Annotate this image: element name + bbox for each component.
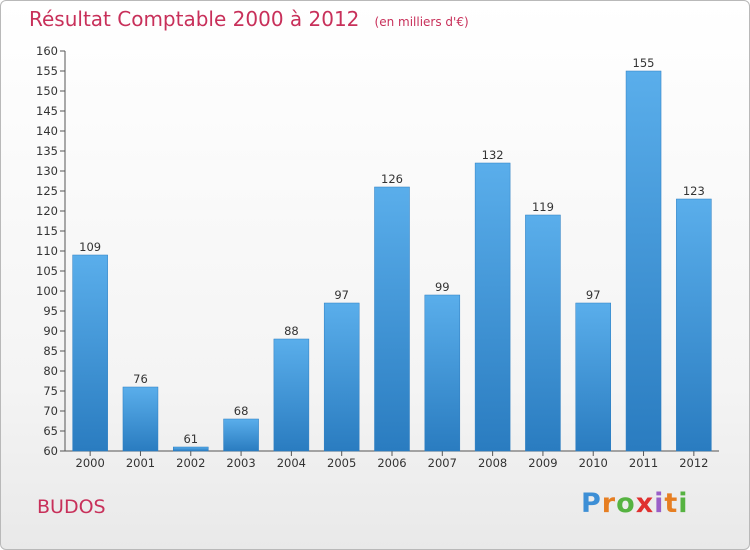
x-tick-label: 2011 <box>629 456 658 470</box>
x-tick-label: 2008 <box>478 456 507 470</box>
bar-2005 <box>323 302 360 452</box>
bar-value-label: 76 <box>133 372 148 386</box>
bar-2006 <box>374 186 410 452</box>
y-tick-label: 115 <box>36 224 58 238</box>
y-tick-label: 85 <box>43 344 58 358</box>
x-tick-label: 2006 <box>377 456 406 470</box>
bar-2000 <box>72 254 108 452</box>
bar-value-label: 68 <box>234 404 249 418</box>
y-tick-label: 75 <box>43 384 58 398</box>
y-tick-label: 125 <box>36 184 58 198</box>
bar-value-label: 155 <box>633 56 655 70</box>
bar-value-label: 61 <box>183 432 198 446</box>
x-tick-label: 2001 <box>126 456 155 470</box>
bar-value-label: 132 <box>482 148 504 162</box>
y-tick-label: 100 <box>36 284 58 298</box>
bar-value-label: 88 <box>284 324 299 338</box>
y-tick-label: 65 <box>43 424 58 438</box>
bar-2010 <box>575 302 611 452</box>
y-tick-label: 120 <box>36 204 58 218</box>
x-tick-label: 2010 <box>579 456 608 470</box>
x-tick-label: 2002 <box>176 456 205 470</box>
bar-value-label: 119 <box>532 200 554 214</box>
y-tick-label: 135 <box>36 144 58 158</box>
bar-2002 <box>173 446 209 452</box>
y-axis: 60 65 70 75 80 85 90 95 100 105 110 115 120 125 130 135… <box>36 44 66 458</box>
bar-2003 <box>223 418 259 452</box>
chart-subtitle: (en milliers d'€) <box>374 15 469 29</box>
chart-title: Résultat Comptable 2000 à 2012 <box>29 7 360 31</box>
bar-labels: 109 76 61 68 88 97 126 99 132 119 97 155 123 <box>79 56 705 446</box>
x-tick-label: 2000 <box>76 456 105 470</box>
bar-2008 <box>474 162 511 452</box>
bar-2011 <box>625 70 662 452</box>
proxiti-logo[interactable]: Proxiti <box>581 488 689 519</box>
y-tick-label: 150 <box>36 84 58 98</box>
bar-chart: 60 65 70 75 80 85 90 95 100 105 110 115 120 125 130 135… <box>36 44 719 470</box>
chart-header: Résultat Comptable 2000 à 2012 (en milli… <box>29 7 469 31</box>
bar-value-label: 97 <box>334 288 349 302</box>
bar-value-label: 99 <box>435 280 450 294</box>
x-tick-label: 2007 <box>428 456 457 470</box>
y-tick-label: 155 <box>36 64 58 78</box>
bar-value-label: 123 <box>683 184 705 198</box>
y-tick-label: 160 <box>36 44 58 58</box>
x-tick-label: 2004 <box>277 456 306 470</box>
bar-2001 <box>122 386 159 452</box>
x-tick-label: 2003 <box>226 456 255 470</box>
x-tick-label: 2009 <box>528 456 557 470</box>
x-tick-label: 2005 <box>327 456 356 470</box>
x-axis: 2000 2001 2002 2003 2004 2005 2006 2007 2008 2009… <box>65 450 719 470</box>
y-tick-label: 145 <box>36 104 58 118</box>
y-tick-label: 70 <box>43 404 58 418</box>
bar-2007 <box>424 294 461 452</box>
bar-value-label: 97 <box>586 288 601 302</box>
bar-2012 <box>676 198 712 452</box>
y-tick-label: 110 <box>36 244 58 258</box>
y-tick-label: 105 <box>36 264 58 278</box>
bar-value-label: 126 <box>381 172 403 186</box>
bar-2009 <box>525 214 561 452</box>
y-tick-label: 140 <box>36 124 58 138</box>
y-tick-label: 130 <box>36 164 58 178</box>
commune-name: BUDOS <box>37 496 106 518</box>
bar-2004 <box>273 338 310 452</box>
y-tick-label: 60 <box>43 444 58 458</box>
bar-value-label: 109 <box>79 240 101 254</box>
bars <box>72 70 712 452</box>
y-tick-label: 90 <box>43 324 58 338</box>
x-tick-label: 2012 <box>679 456 708 470</box>
y-tick-label: 95 <box>43 304 58 318</box>
y-tick-label: 80 <box>43 364 58 378</box>
